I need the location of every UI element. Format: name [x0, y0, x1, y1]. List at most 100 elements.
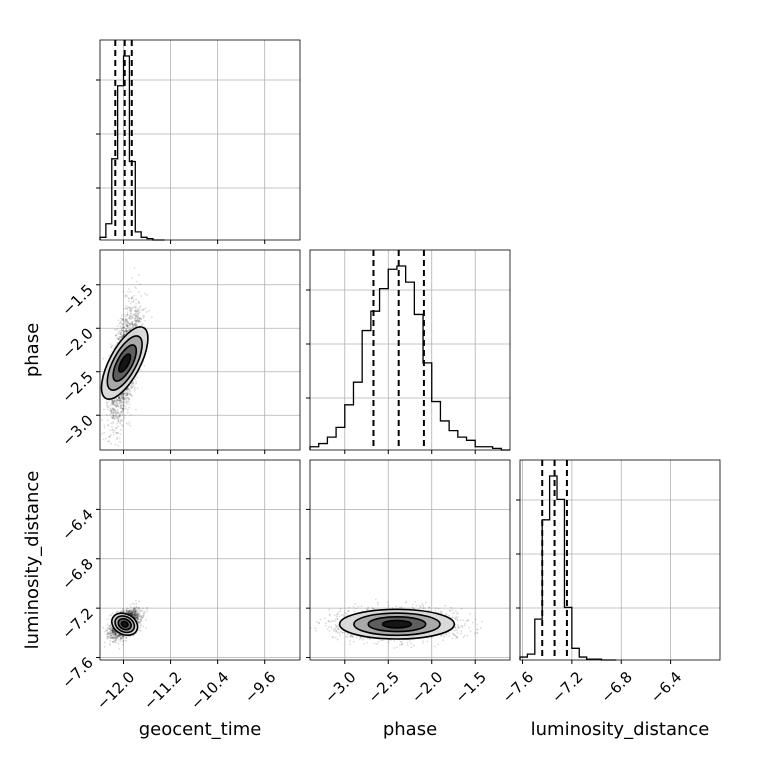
sample-point	[114, 333, 117, 336]
sample-point	[110, 626, 113, 629]
sample-point	[119, 395, 122, 398]
sample-point	[112, 637, 115, 640]
sample-point	[133, 615, 135, 618]
sample-point	[130, 612, 133, 615]
sample-point	[117, 397, 120, 399]
sample-point	[121, 329, 123, 332]
sample-point	[124, 307, 127, 310]
sample-point	[137, 315, 139, 317]
sample-point	[129, 315, 132, 317]
sample-point	[113, 403, 116, 406]
sample-point	[112, 640, 114, 643]
sample-point	[106, 638, 109, 640]
sample-point	[111, 627, 114, 630]
sample-point	[112, 631, 115, 633]
sample-point	[135, 617, 138, 619]
sample-point	[339, 607, 342, 610]
sample-point	[335, 625, 338, 627]
sample-point	[136, 320, 139, 323]
sample-point	[131, 323, 134, 325]
sample-point	[111, 428, 114, 431]
sample-point	[130, 307, 133, 310]
sample-point	[111, 629, 114, 632]
sample-point	[112, 417, 115, 420]
sample-point	[139, 321, 142, 323]
sample-point	[134, 611, 136, 614]
sample-point	[102, 357, 105, 360]
sample-point	[128, 316, 131, 319]
sample-point	[116, 417, 119, 419]
sample-point	[115, 634, 118, 636]
sample-point	[126, 403, 128, 405]
sample-point	[137, 313, 140, 316]
sample-point	[133, 613, 136, 616]
sample-point	[129, 390, 131, 393]
sample-point	[127, 611, 130, 614]
sample-point	[133, 614, 136, 617]
sample-point	[124, 396, 127, 399]
sample-point	[111, 412, 114, 415]
sample-point	[112, 431, 115, 433]
sample-point	[123, 330, 126, 333]
sample-point	[134, 611, 136, 613]
sample-point	[140, 318, 143, 321]
sample-point	[116, 422, 118, 425]
sample-point	[120, 336, 123, 339]
sample-point	[125, 324, 128, 326]
sample-point	[332, 636, 334, 639]
sample-point	[119, 321, 122, 324]
sample-point	[130, 612, 133, 615]
sample-point	[111, 629, 114, 632]
sample-point	[136, 613, 139, 616]
sample-point	[124, 318, 127, 320]
sample-point	[106, 632, 109, 635]
sample-point	[114, 636, 116, 639]
sample-point	[131, 610, 134, 612]
sample-point	[127, 611, 130, 614]
sample-point	[132, 611, 135, 614]
sample-point	[117, 412, 120, 414]
sample-point	[457, 626, 460, 629]
sample-point	[139, 624, 142, 627]
sample-point	[124, 398, 126, 401]
sample-point	[143, 315, 146, 318]
sample-point	[129, 611, 132, 613]
sample-point	[476, 628, 479, 631]
sample-point	[109, 614, 111, 617]
sample-point	[112, 633, 115, 636]
sample-point	[109, 413, 111, 416]
sample-point	[142, 615, 145, 618]
sample-point	[136, 316, 139, 319]
sample-point	[117, 399, 119, 401]
sample-point	[117, 420, 120, 423]
sample-point	[122, 318, 124, 321]
sample-point	[129, 609, 132, 612]
sample-point	[114, 639, 116, 642]
sample-point	[134, 321, 137, 323]
sample-point	[135, 321, 138, 324]
sample-point	[135, 316, 137, 319]
sample-point	[120, 395, 123, 398]
scatter-panel-geocent-time-luminosity-distance: −12.0 −11.2 −10.4 −9.6−7.6−7.2−6.8−6.4	[58, 459, 301, 713]
sample-point	[127, 329, 130, 332]
sample-point	[112, 628, 114, 631]
sample-point	[115, 417, 118, 419]
sample-point	[125, 637, 128, 639]
sample-point	[124, 330, 127, 333]
panel-frame	[99, 459, 301, 661]
sample-point	[120, 429, 122, 431]
sample-point	[133, 610, 136, 613]
sample-point	[115, 415, 117, 418]
sample-point	[113, 401, 116, 403]
sample-point	[135, 319, 138, 322]
sample-point	[115, 397, 117, 400]
sample-point	[130, 321, 133, 324]
sample-point	[112, 637, 115, 640]
sample-point	[109, 632, 112, 635]
sample-point	[120, 411, 123, 413]
sample-point	[133, 613, 136, 616]
sample-point	[128, 306, 131, 309]
sample-point	[134, 320, 137, 322]
y-tick-label: −6.8	[58, 555, 96, 593]
sample-point	[108, 632, 110, 634]
